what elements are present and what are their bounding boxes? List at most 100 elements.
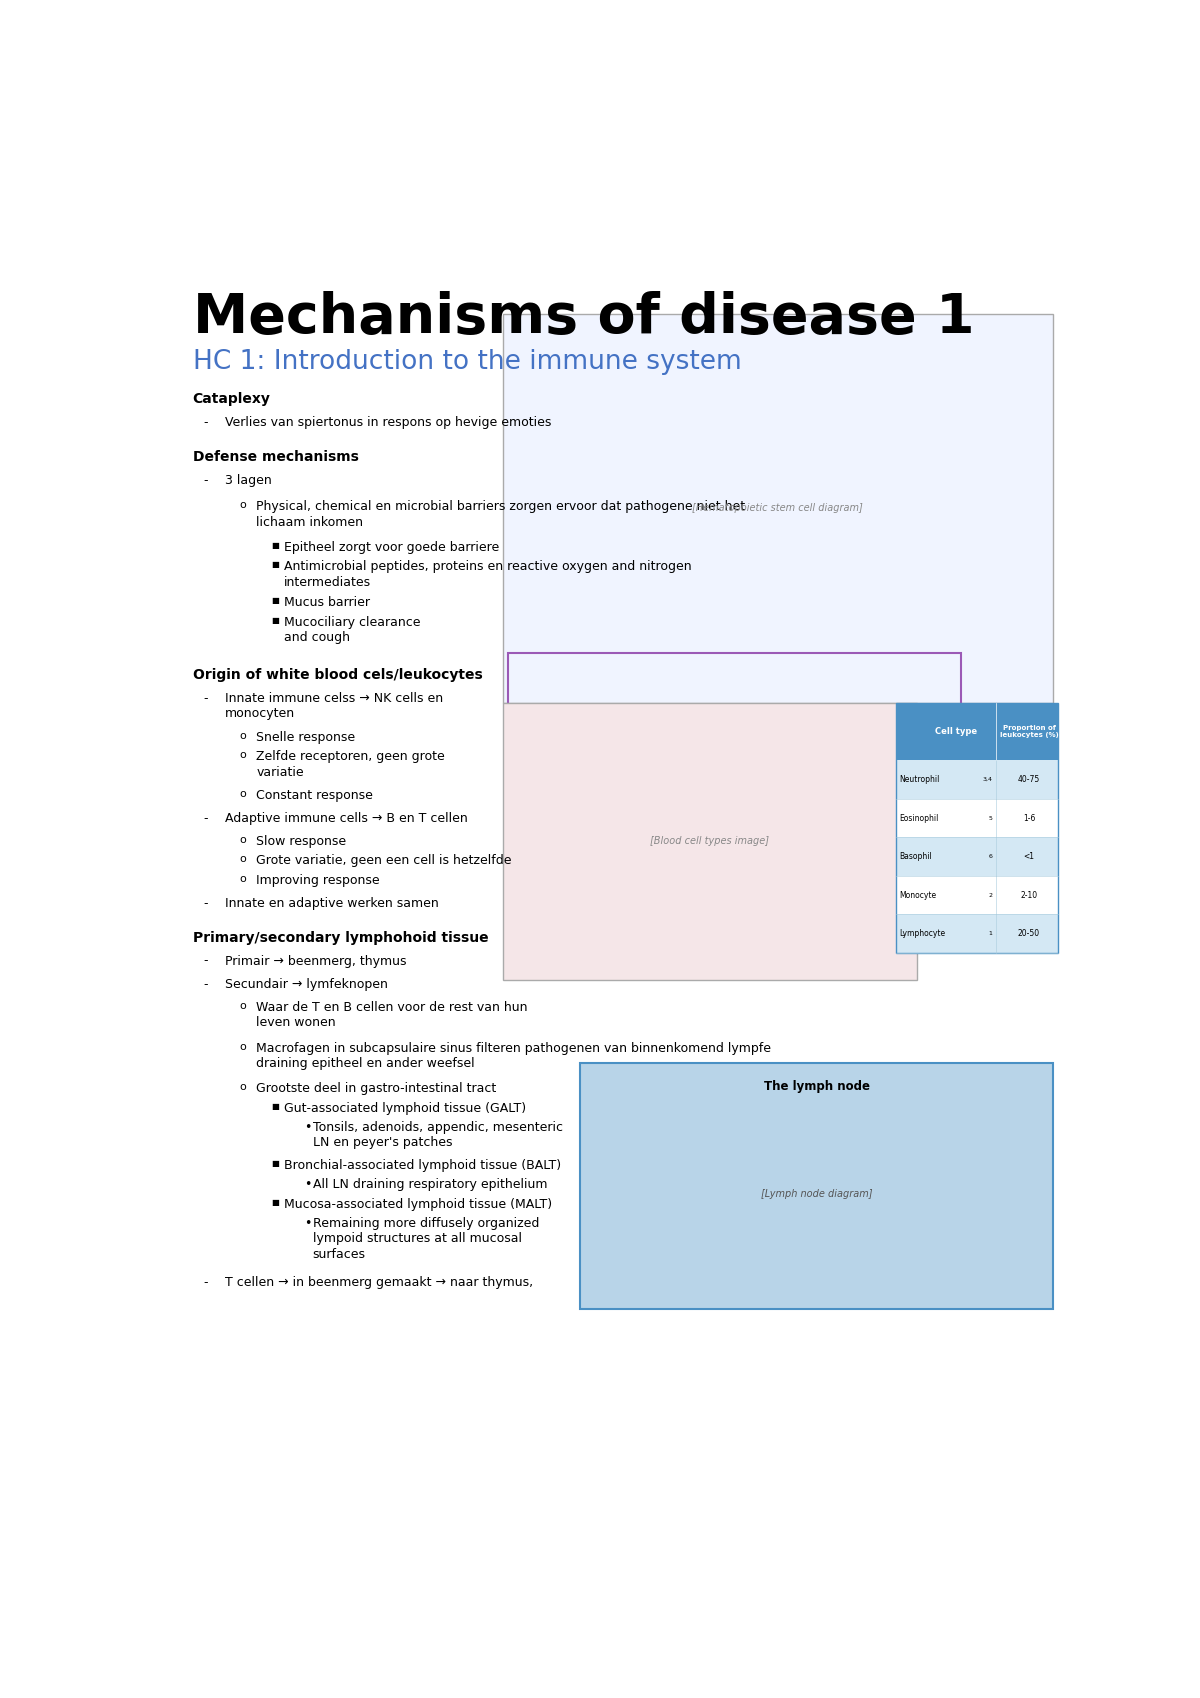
- Text: 3,4: 3,4: [983, 778, 992, 783]
- Text: The lymph node: The lymph node: [763, 1080, 870, 1094]
- Text: T cellen → in beenmerg gemaakt → naar thymus,: T cellen → in beenmerg gemaakt → naar th…: [226, 1277, 533, 1289]
- Text: LN en peyer's patches: LN en peyer's patches: [313, 1136, 452, 1150]
- FancyBboxPatch shape: [895, 915, 1058, 953]
- Text: Bronchial-associated lymphoid tissue (BALT): Bronchial-associated lymphoid tissue (BA…: [284, 1158, 562, 1172]
- FancyBboxPatch shape: [895, 703, 1058, 761]
- FancyBboxPatch shape: [895, 876, 1058, 915]
- FancyBboxPatch shape: [895, 800, 1058, 837]
- Text: and cough: and cough: [284, 632, 350, 644]
- Text: Physical, chemical en microbial barriers zorgen ervoor dat pathogene niet het: Physical, chemical en microbial barriers…: [256, 501, 745, 513]
- Text: ■: ■: [271, 1102, 280, 1110]
- Text: o: o: [239, 1041, 246, 1051]
- Text: Snelle response: Snelle response: [256, 732, 355, 744]
- Text: Mucus barrier: Mucus barrier: [284, 596, 370, 610]
- Text: ■: ■: [271, 616, 280, 625]
- Text: 1: 1: [989, 931, 992, 936]
- Text: Cataplexy: Cataplexy: [193, 392, 270, 406]
- Text: 1-6: 1-6: [1022, 813, 1036, 824]
- Text: lympoid structures at all mucosal: lympoid structures at all mucosal: [313, 1233, 522, 1245]
- Text: Primary/secondary lymphohoid tissue: Primary/secondary lymphohoid tissue: [193, 932, 488, 946]
- Text: o: o: [239, 874, 246, 883]
- Text: Slow response: Slow response: [256, 835, 347, 849]
- Text: Origin of white blood cels/leukocytes: Origin of white blood cels/leukocytes: [193, 667, 482, 683]
- Text: o: o: [239, 790, 246, 800]
- Text: 6: 6: [989, 854, 992, 859]
- Text: Monocyte: Monocyte: [900, 891, 936, 900]
- FancyBboxPatch shape: [895, 837, 1058, 876]
- Text: Cell type: Cell type: [935, 727, 977, 737]
- Text: Defense mechanisms: Defense mechanisms: [193, 450, 359, 464]
- Text: Basophil: Basophil: [900, 852, 932, 861]
- Text: -: -: [204, 474, 208, 487]
- Text: -: -: [204, 978, 208, 990]
- Text: intermediates: intermediates: [284, 576, 371, 589]
- Text: HC 1: Introduction to the immune system: HC 1: Introduction to the immune system: [193, 348, 742, 375]
- Text: monocyten: monocyten: [226, 708, 295, 720]
- Text: Lymphocyte: Lymphocyte: [900, 929, 946, 939]
- Text: <1: <1: [1024, 852, 1034, 861]
- Text: Adaptive immune cells → B en T cellen: Adaptive immune cells → B en T cellen: [226, 812, 468, 825]
- Text: -: -: [204, 812, 208, 825]
- Text: o: o: [239, 835, 246, 846]
- Text: Epitheel zorgt voor goede barriere: Epitheel zorgt voor goede barriere: [284, 542, 499, 554]
- Text: Gut-associated lymphoid tissue (GALT): Gut-associated lymphoid tissue (GALT): [284, 1102, 527, 1114]
- Text: ■: ■: [271, 596, 280, 606]
- Text: o: o: [239, 501, 246, 509]
- Text: variatie: variatie: [256, 766, 304, 779]
- Text: Eosinophil: Eosinophil: [900, 813, 938, 824]
- Text: Macrofagen in subcapsulaire sinus filteren pathogenen van binnenkomend lympfe: Macrofagen in subcapsulaire sinus filter…: [256, 1041, 772, 1054]
- Text: -: -: [204, 416, 208, 430]
- Text: ■: ■: [271, 560, 280, 569]
- Text: -: -: [204, 693, 208, 705]
- Text: ■: ■: [271, 542, 280, 550]
- Text: o: o: [239, 751, 246, 761]
- Text: Antimicrobial peptides, proteins en reactive oxygen and nitrogen: Antimicrobial peptides, proteins en reac…: [284, 560, 691, 574]
- Text: 5: 5: [989, 815, 992, 820]
- Text: Neutrophil: Neutrophil: [900, 776, 940, 784]
- Text: 20-50: 20-50: [1018, 929, 1040, 939]
- Text: Remaining more diffusely organized: Remaining more diffusely organized: [313, 1217, 539, 1229]
- Text: Secundair → lymfeknopen: Secundair → lymfeknopen: [226, 978, 388, 990]
- Text: lichaam inkomen: lichaam inkomen: [256, 516, 364, 528]
- Text: ■: ■: [271, 1197, 280, 1207]
- Text: Constant response: Constant response: [256, 790, 373, 801]
- Text: o: o: [239, 732, 246, 742]
- Text: Primair → beenmerg, thymus: Primair → beenmerg, thymus: [226, 954, 407, 968]
- Text: •: •: [305, 1217, 312, 1229]
- Text: Mucociliary clearance: Mucociliary clearance: [284, 616, 420, 628]
- Text: -: -: [204, 954, 208, 968]
- Text: 2: 2: [989, 893, 992, 898]
- Text: Mucosa-associated lymphoid tissue (MALT): Mucosa-associated lymphoid tissue (MALT): [284, 1197, 552, 1211]
- Text: Grote variatie, geen een cell is hetzelfde: Grote variatie, geen een cell is hetzelf…: [256, 854, 511, 868]
- Text: [Lymph node diagram]: [Lymph node diagram]: [761, 1189, 872, 1199]
- Text: o: o: [239, 854, 246, 864]
- FancyBboxPatch shape: [503, 314, 1052, 703]
- Text: •: •: [305, 1178, 312, 1190]
- Text: Verlies van spiertonus in respons op hevige emoties: Verlies van spiertonus in respons op hev…: [226, 416, 552, 430]
- Text: Mechanisms of disease 1: Mechanisms of disease 1: [193, 290, 974, 345]
- Text: o: o: [239, 1000, 246, 1010]
- FancyBboxPatch shape: [895, 761, 1058, 800]
- Text: -: -: [204, 897, 208, 910]
- Text: surfaces: surfaces: [313, 1248, 366, 1262]
- Text: [Blood cell types image]: [Blood cell types image]: [650, 837, 769, 846]
- Text: Grootste deel in gastro-intestinal tract: Grootste deel in gastro-intestinal tract: [256, 1082, 497, 1095]
- Text: Proportion of
leukocytes (%): Proportion of leukocytes (%): [1000, 725, 1058, 739]
- Text: Zelfde receptoren, geen grote: Zelfde receptoren, geen grote: [256, 751, 445, 764]
- Text: Tonsils, adenoids, appendic, mesenteric: Tonsils, adenoids, appendic, mesenteric: [313, 1121, 563, 1134]
- FancyBboxPatch shape: [503, 703, 917, 980]
- Text: Innate en adaptive werken samen: Innate en adaptive werken samen: [226, 897, 439, 910]
- Text: o: o: [239, 1082, 246, 1092]
- Text: 2-10: 2-10: [1020, 891, 1038, 900]
- Text: 40-75: 40-75: [1018, 776, 1040, 784]
- Text: Improving response: Improving response: [256, 874, 379, 886]
- Text: 3 lagen: 3 lagen: [226, 474, 272, 487]
- Text: leven wonen: leven wonen: [256, 1015, 336, 1029]
- FancyBboxPatch shape: [580, 1063, 1052, 1309]
- Text: •: •: [305, 1121, 312, 1134]
- Text: ■: ■: [271, 1158, 280, 1168]
- Text: All LN draining respiratory epithelium: All LN draining respiratory epithelium: [313, 1178, 547, 1190]
- Text: -: -: [204, 1277, 208, 1289]
- Text: [Hematopoietic stem cell diagram]: [Hematopoietic stem cell diagram]: [692, 503, 863, 513]
- Text: draining epitheel en ander weefsel: draining epitheel en ander weefsel: [256, 1056, 475, 1070]
